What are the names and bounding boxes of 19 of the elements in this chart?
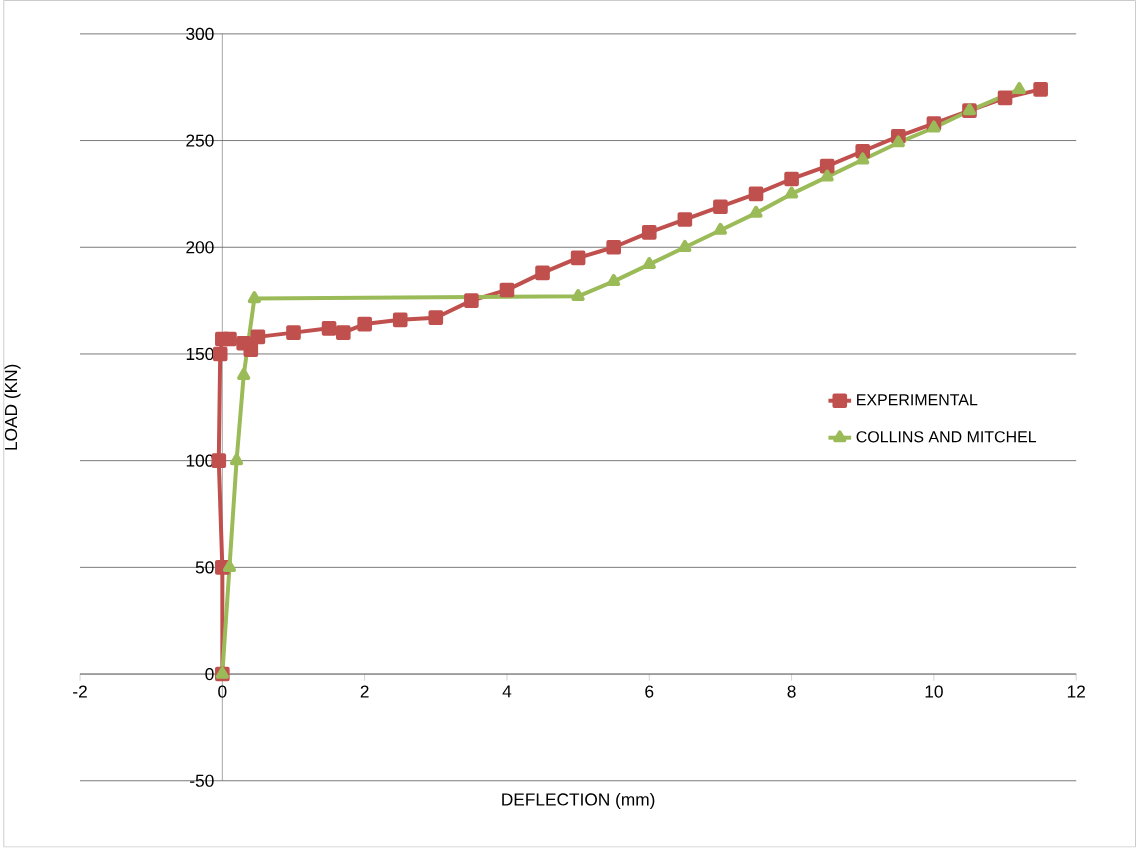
y-tick-label: 50	[195, 561, 214, 574]
x-tick-label: 6	[645, 685, 654, 698]
x-tick-label: 8	[787, 685, 796, 698]
x-tick-label: 12	[1067, 685, 1085, 698]
legend-label: COLLINS AND MITCHEL	[856, 431, 1037, 443]
x-tick-label: 2	[360, 685, 369, 698]
x-tick-label: 10	[925, 685, 943, 698]
x-tick-label: -2	[73, 685, 87, 698]
x-tick-label: 4	[502, 685, 512, 698]
x-tick-label: 0	[218, 685, 227, 698]
y-tick-label: 300	[186, 27, 214, 41]
y-tick-label: 150	[186, 348, 214, 361]
y-tick-label: 250	[186, 134, 214, 147]
legend-label: EXPERIMENTAL	[857, 394, 978, 406]
y-tick-label: -50	[190, 774, 214, 788]
x-axis-title: DEFLECTION (mm)	[502, 793, 655, 810]
y-tick-label: 0	[205, 668, 214, 681]
y-axis-title: LOAD (KN)	[4, 364, 21, 450]
y-tick-label: 200	[186, 241, 214, 254]
